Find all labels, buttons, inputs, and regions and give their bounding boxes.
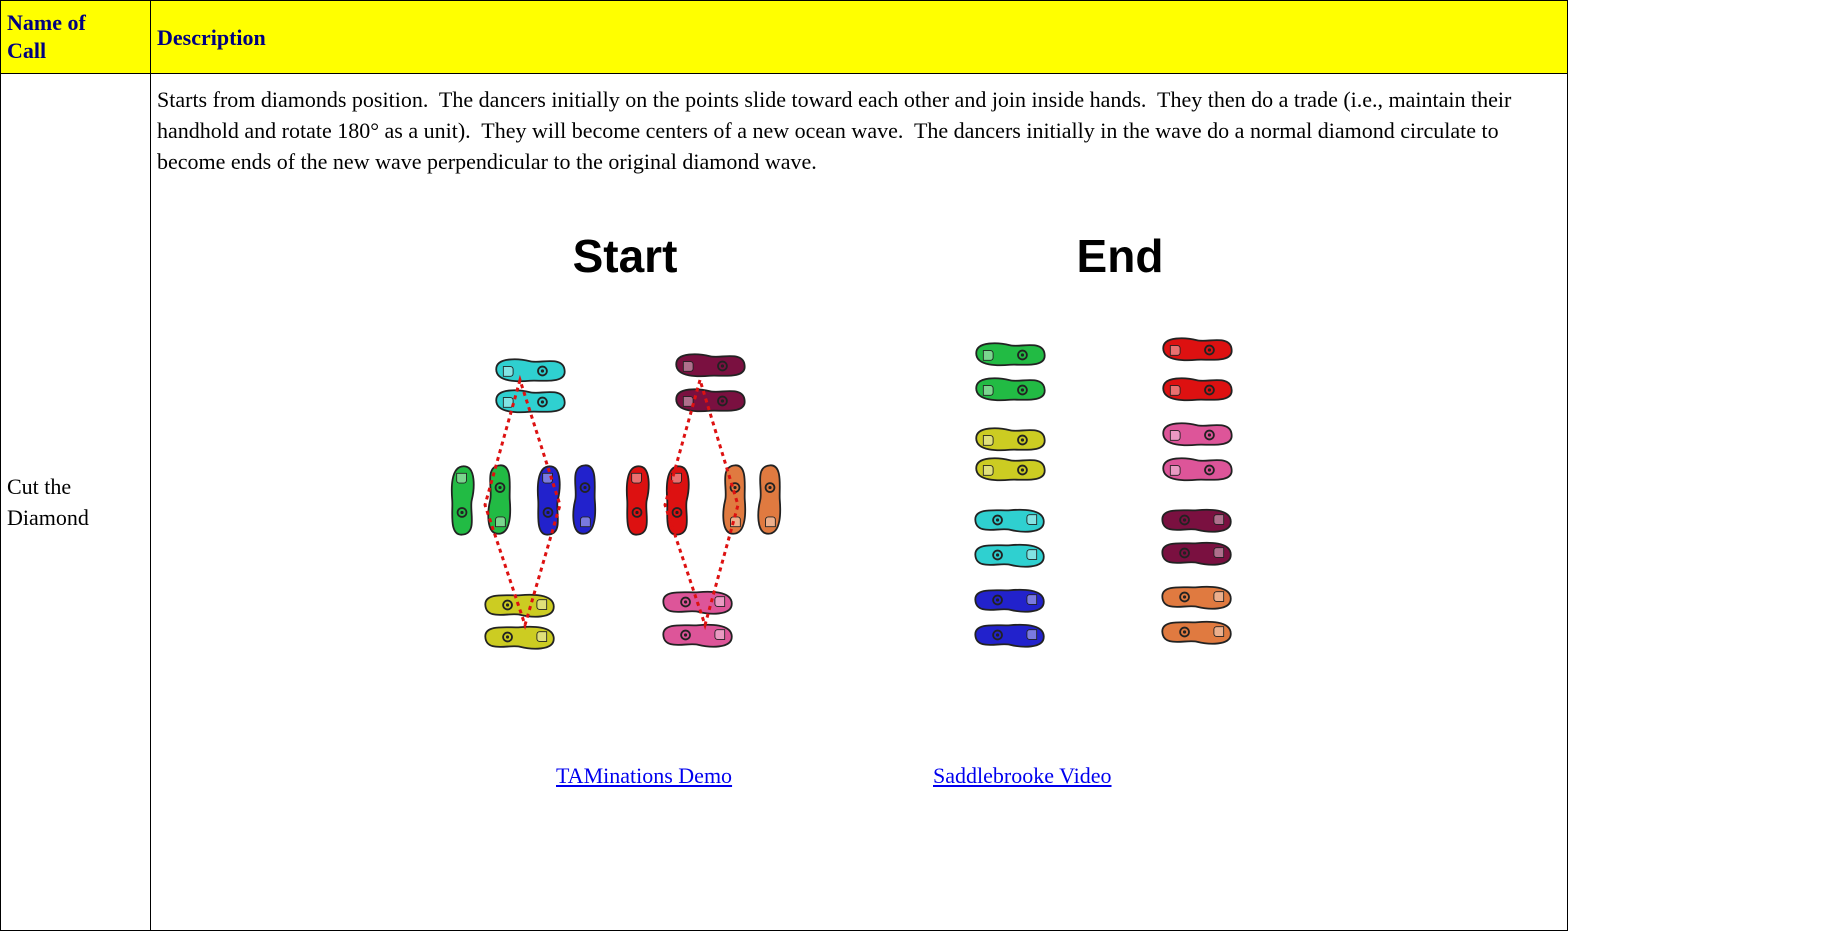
end-dancers <box>974 337 1233 648</box>
header-row: Name of Call Description <box>0 0 1568 74</box>
start-label: Start <box>573 230 678 282</box>
description: Starts from diamonds position. The dance… <box>157 87 1517 174</box>
body-row: Cut the Diamond Starts from diamonds pos… <box>0 73 1568 931</box>
start-dancers <box>450 353 782 650</box>
header-cell: Description <box>150 0 1568 74</box>
end-label: End <box>1077 230 1164 282</box>
video-link[interactable]: Saddlebrooke Video <box>933 763 1112 788</box>
demo-link[interactable]: TAMinations Demo <box>556 763 733 788</box>
header-cell: Name of Call <box>0 0 151 74</box>
description-cell: Starts from diamonds position. The dance… <box>150 73 1568 931</box>
call-name: Cut the Diamond <box>0 73 151 931</box>
calls-table: Name of Call Description Cut the Diamond… <box>0 0 1568 931</box>
header-text: Name of Call <box>7 9 86 63</box>
